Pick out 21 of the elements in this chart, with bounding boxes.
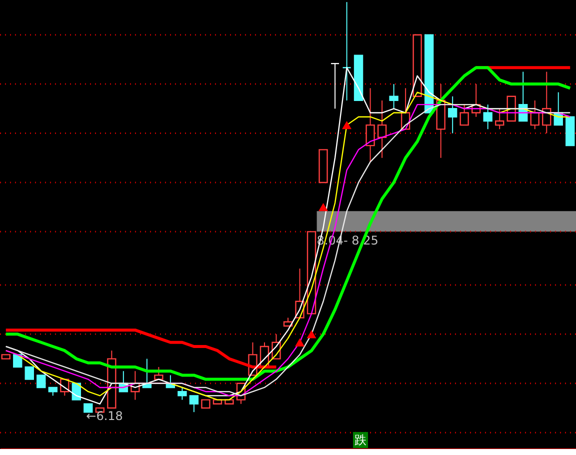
- candlestick: [36, 374, 46, 388]
- candlestick: [189, 395, 199, 413]
- candlestick: [460, 104, 469, 126]
- candlestick: [377, 100, 387, 158]
- point: [295, 338, 304, 346]
- candlestick: [178, 386, 187, 400]
- candlestick: [389, 84, 398, 110]
- annotation: ←6.18: [86, 409, 123, 424]
- point: [342, 120, 352, 130]
- candlestick: [483, 104, 492, 130]
- candlestick: [494, 108, 504, 130]
- point: [306, 330, 316, 338]
- candlestick: [330, 62, 340, 110]
- text: 跌: [354, 433, 366, 447]
- candlestick: [366, 88, 375, 162]
- candlestick: [13, 354, 22, 368]
- candlestick: [342, 2, 352, 101]
- point: [318, 202, 328, 212]
- candlestick: [24, 366, 34, 380]
- candlestick: [448, 96, 458, 134]
- candlestick: [154, 366, 164, 380]
